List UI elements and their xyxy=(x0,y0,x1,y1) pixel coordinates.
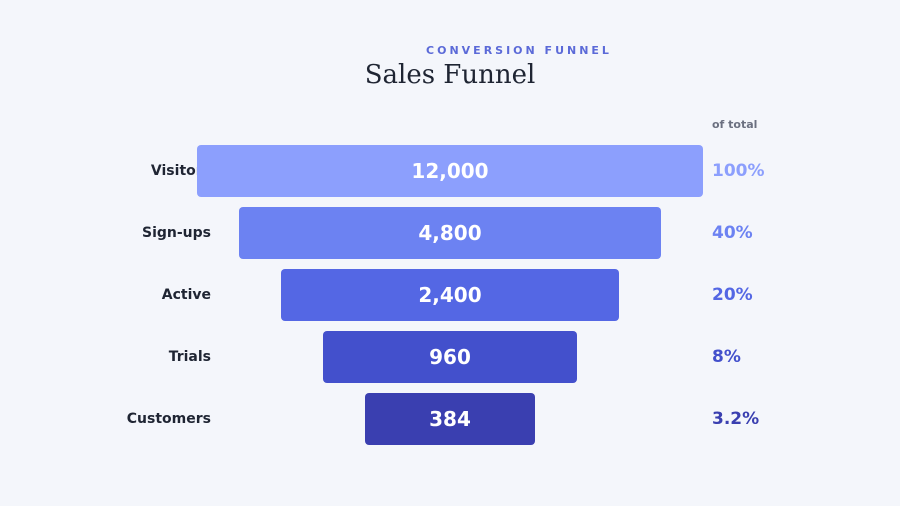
funnel-bar-active: 2,400 xyxy=(281,269,619,321)
bar-value-sign-ups: 4,800 xyxy=(418,221,482,245)
funnel-bar-visitors: 12,000 xyxy=(197,145,703,197)
percent-column-header: of total xyxy=(712,118,758,131)
stage-label-customers: Customers xyxy=(126,411,211,427)
funnel-bar-customers: 384 xyxy=(365,393,535,445)
stage-label-active: Active xyxy=(161,287,211,303)
funnel-bar-sign-ups: 4,800 xyxy=(239,207,661,259)
chart-title: Sales Funnel xyxy=(364,60,536,90)
percent-label-visitors: 100% xyxy=(712,161,765,181)
percent-label-trials: 8% xyxy=(712,347,741,367)
bar-value-visitors: 12,000 xyxy=(411,159,489,183)
percent-label-active: 20% xyxy=(712,285,753,305)
stage-label-visitors: Visitors xyxy=(150,163,211,179)
bar-value-trials: 960 xyxy=(429,345,471,369)
chart-subtitle: CONVERSION FUNNEL xyxy=(426,44,612,57)
percent-label-customers: 3.2% xyxy=(712,409,760,429)
bar-value-customers: 384 xyxy=(429,407,471,431)
bar-value-active: 2,400 xyxy=(418,283,482,307)
percent-label-sign-ups: 40% xyxy=(712,223,753,243)
stage-label-trials: Trials xyxy=(168,349,211,365)
stage-label-sign-ups: Sign-ups xyxy=(141,225,211,241)
funnel-bar-trials: 960 xyxy=(323,331,577,383)
